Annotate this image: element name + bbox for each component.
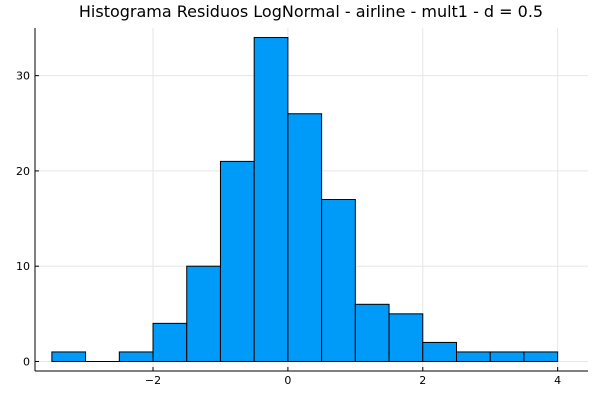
y-tick-label: 0 (23, 355, 30, 368)
x-tick-label: −2 (145, 374, 161, 387)
histogram-bar (51, 351, 87, 362)
histogram-bar (422, 341, 457, 362)
histogram-bar (455, 351, 491, 362)
x-tick-label: 4 (554, 374, 561, 387)
histogram-bar (321, 199, 356, 362)
histogram-bar (489, 351, 525, 362)
histogram-bars (51, 37, 559, 362)
histogram-bar (287, 113, 323, 362)
x-tick-label: 2 (419, 374, 426, 387)
histogram-bar (253, 37, 289, 362)
histogram-bar (523, 351, 559, 362)
histogram-bar (388, 313, 424, 362)
histogram-bar (186, 265, 221, 362)
x-tick-label: 0 (284, 374, 291, 387)
histogram-bar (118, 351, 154, 362)
histogram-bar (219, 160, 255, 362)
tick-labels: −2 0 2 4 0 10 20 30 (16, 70, 561, 387)
histogram-bar (354, 303, 390, 362)
histogram-bar (152, 322, 188, 362)
y-tick-label: 20 (16, 165, 30, 178)
axes (34, 28, 588, 372)
chart-title: Histograma Residuos LogNormal - airline … (79, 2, 543, 21)
y-tick-label: 10 (16, 260, 30, 273)
y-tick-label: 30 (16, 70, 30, 83)
